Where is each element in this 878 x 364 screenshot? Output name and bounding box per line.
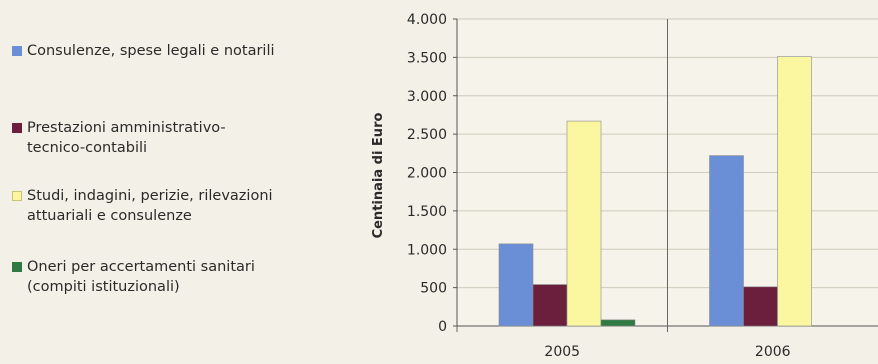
y-tick-label: 4.000 [407, 12, 447, 28]
y-tick-label: 500 [420, 281, 447, 297]
chart-legend: Consulenze, spese legali e notarili Pres… [12, 0, 342, 360]
bar-oneri-2005 [600, 319, 636, 327]
legend-label: Oneri per accertamenti sanitari (compiti… [27, 259, 255, 295]
bar-consulenze-2005 [498, 243, 534, 327]
chart-area: 0 500 1.000 1.500 2.000 2.500 3.000 3.500 4.000 2… [360, 0, 878, 360]
y-tick-label: 3.000 [407, 89, 447, 105]
legend-item-oneri: Oneri per accertamenti sanitari (compiti… [12, 257, 297, 297]
legend-item-prestazioni: Prestazioni amministrativo-tecnico-conta… [12, 118, 267, 158]
legend-swatch [12, 46, 22, 56]
legend-swatch [12, 262, 22, 272]
y-tick-label: 2.500 [407, 127, 447, 143]
legend-item-studi: Studi, indagini, perizie, rilevazioni at… [12, 186, 317, 226]
legend-swatch [12, 123, 22, 133]
legend-label: Consulenze, spese legali e notarili [27, 43, 275, 59]
x-tick-label: 2005 [544, 344, 580, 360]
legend-swatch [12, 191, 22, 201]
y-tick-label: 0 [438, 319, 447, 335]
legend-label: Studi, indagini, perizie, rilevazioni at… [27, 188, 273, 224]
y-axis-label: Centinaia di Euro [371, 113, 386, 239]
bar-prestazioni-2006 [743, 286, 778, 327]
legend-item-consulenze: Consulenze, spese legali e notarili [12, 41, 327, 61]
x-tick-label: 2006 [755, 344, 791, 360]
bar-consulenze-2006 [709, 155, 744, 327]
bar-studi-2006 [777, 56, 812, 327]
y-tick-label: 3.500 [407, 50, 447, 66]
bar-studi-2005 [566, 120, 602, 327]
y-tick-label: 1.500 [407, 204, 447, 220]
y-tick-label: 1.000 [407, 242, 447, 258]
bar-prestazioni-2005 [532, 284, 568, 327]
bar-chart: 0 500 1.000 1.500 2.000 2.500 3.000 3.500 4.000 2… [371, 12, 878, 360]
legend-label: Prestazioni amministrativo-tecnico-conta… [27, 120, 226, 156]
y-tick-label: 2.000 [407, 166, 447, 182]
